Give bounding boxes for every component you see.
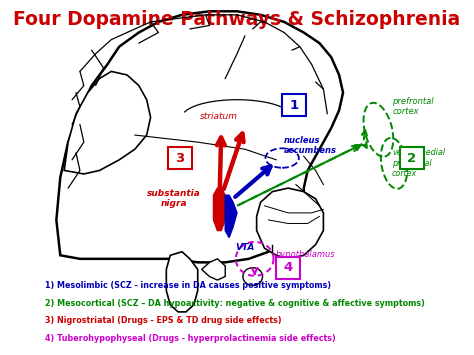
Text: substantia
nigra: substantia nigra [147,189,201,208]
Polygon shape [225,195,237,237]
Circle shape [243,268,263,285]
Text: nucleus
accumbens: nucleus accumbens [284,136,337,155]
Polygon shape [64,71,151,174]
Text: Four Dopamine Pathways & Schizophrenia: Four Dopamine Pathways & Schizophrenia [13,10,461,28]
FancyBboxPatch shape [168,147,192,169]
Polygon shape [166,252,198,312]
Text: 4: 4 [283,261,292,274]
Text: 3) Nigrostriatal (Drugs - EPS & TD drug side effects): 3) Nigrostriatal (Drugs - EPS & TD drug … [45,316,281,325]
FancyBboxPatch shape [276,257,300,279]
Text: prefrontal
cortex: prefrontal cortex [392,97,434,116]
FancyBboxPatch shape [282,94,306,116]
Text: hypothalamus: hypothalamus [275,250,335,259]
Text: 3: 3 [175,152,185,165]
Polygon shape [201,259,225,280]
Text: 2: 2 [407,152,416,165]
Text: ventromedial
prefrontal
cortex: ventromedial prefrontal cortex [392,148,445,178]
Polygon shape [56,11,343,262]
Polygon shape [213,188,229,230]
Text: 2) Mesocortical (SCZ – DA hypoactivity: negative & cognitive & affective symptom: 2) Mesocortical (SCZ – DA hypoactivity: … [45,299,424,307]
Text: 4) Tuberohypophyseal (Drugs - hyperprolactinemia side effects): 4) Tuberohypophyseal (Drugs - hyperprola… [45,334,335,343]
Text: 1: 1 [290,98,299,111]
FancyBboxPatch shape [400,147,424,169]
Text: striatum: striatum [201,112,238,121]
Text: VTA: VTA [235,243,255,252]
Text: 1) Mesolimbic (SCZ - increase in DA causes positive symptoms): 1) Mesolimbic (SCZ - increase in DA caus… [45,281,331,290]
Polygon shape [256,188,323,259]
